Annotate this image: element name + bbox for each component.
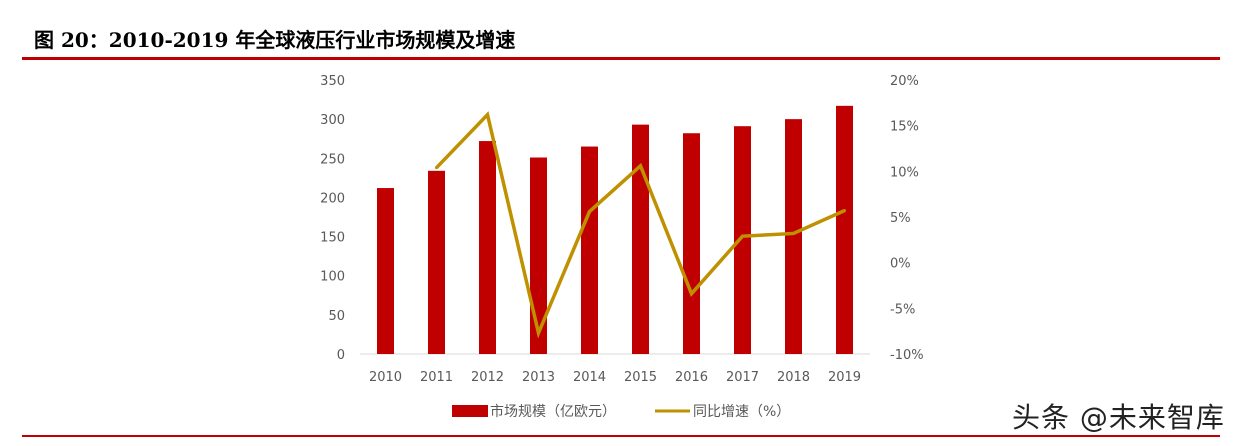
x-tick-2011: 2011 [420, 370, 453, 385]
x-tick-2012: 2012 [471, 370, 504, 385]
y-right-ticks: -10% -5% 0% 5% 10% 15% 20% [890, 74, 924, 363]
y-right-tick: 15% [890, 120, 919, 135]
y-left-tick: 200 [320, 191, 345, 206]
bottom-rule [22, 435, 1220, 437]
legend-bar-label: 市场规模（亿欧元） [490, 403, 616, 420]
growth-point-2018 [792, 231, 795, 235]
x-tick-2016: 2016 [675, 370, 708, 385]
x-tick-2010: 2010 [369, 370, 402, 385]
bar-2010 [377, 188, 394, 354]
x-tick-2013: 2013 [522, 370, 555, 385]
bar-2016 [683, 133, 700, 354]
figure-title: 图 20：2010-2019 年全球液压行业市场规模及增速 [34, 28, 516, 52]
y-right-tick: 20% [890, 74, 919, 89]
x-tick-2014: 2014 [573, 370, 606, 385]
growth-point-2011 [435, 166, 438, 170]
y-left-tick: 250 [320, 152, 345, 167]
growth-point-2012 [486, 113, 489, 117]
y-left-tick: 0 [337, 348, 345, 363]
top-rule [22, 57, 1220, 60]
bar-2015 [632, 124, 649, 354]
growth-point-2013 [537, 331, 540, 335]
y-right-tick: 0% [890, 257, 911, 272]
y-right-tick: -10% [890, 348, 924, 363]
bar-2013 [530, 157, 547, 354]
y-right-tick: -5% [890, 302, 915, 317]
bar-2018 [785, 119, 802, 355]
y-left-tick: 50 [328, 309, 345, 324]
y-right-tick: 5% [890, 211, 911, 226]
growth-point-2017 [741, 234, 744, 238]
bar-2019 [836, 105, 853, 354]
x-tick-2018: 2018 [777, 370, 810, 385]
legend: 市场规模（亿欧元） 同比增速（%） [452, 403, 790, 420]
bar-2011 [428, 170, 445, 354]
growth-point-2015 [639, 164, 642, 168]
watermark: 头条 @未来智库 [1012, 401, 1225, 434]
y-left-tick: 100 [320, 270, 345, 285]
growth-point-2016 [690, 292, 693, 296]
y-left-tick: 150 [320, 231, 345, 246]
x-tick-2015: 2015 [624, 370, 657, 385]
growth-point-2019 [843, 209, 846, 213]
y-left-tick: 300 [320, 113, 345, 128]
x-tick-2017: 2017 [726, 370, 759, 385]
y-left-ticks: 0 50 100 150 200 250 300 350 [320, 74, 345, 363]
legend-line-label: 同比增速（%） [693, 404, 790, 420]
y-right-tick: 10% [890, 165, 919, 180]
legend-bar-swatch [452, 405, 488, 417]
x-tick-2019: 2019 [828, 370, 861, 385]
bar-2014 [581, 146, 598, 354]
y-left-tick: 350 [320, 74, 345, 89]
growth-point-2014 [588, 210, 591, 214]
x-ticks: 2010 2011 2012 2013 2014 2015 2016 2017 2018 2019 [369, 370, 861, 385]
bar-2012 [479, 141, 496, 354]
growth-line [435, 111, 846, 339]
bars [377, 105, 853, 355]
bar-2017 [734, 126, 751, 354]
